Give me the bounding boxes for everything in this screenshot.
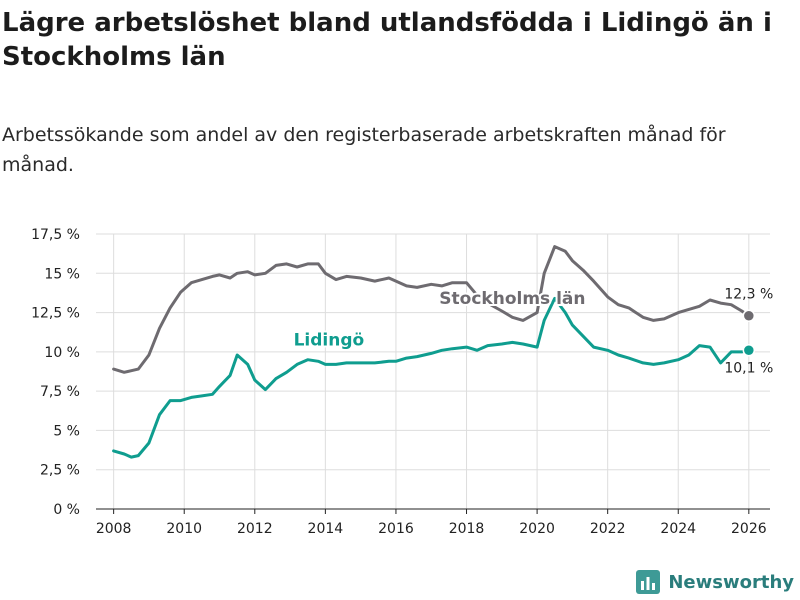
bar-chart-icon	[636, 570, 661, 594]
series-lines	[112, 245, 751, 459]
y-tick-label: 5 %	[53, 423, 80, 439]
x-tick-label: 2010	[166, 521, 202, 537]
y-tick-label: 15 %	[44, 266, 80, 282]
y-tick-label: 10 %	[44, 345, 80, 361]
y-tick-label: 0 %	[53, 502, 80, 518]
x-tick-label: 2020	[519, 521, 555, 537]
x-tick-label: 2014	[308, 521, 344, 537]
y-tick-label: 17,5 %	[31, 227, 80, 243]
end-point-lidingo	[742, 344, 756, 357]
y-tick-label: 2,5 %	[40, 463, 80, 479]
newsworthy-brand[interactable]: Newsworthy	[636, 570, 794, 594]
x-tick-label: 2026	[731, 521, 767, 537]
y-tick-label: 7,5 %	[40, 384, 80, 400]
labels: 12,3 % 10,1 % Stockholms län Lidingö	[292, 287, 774, 377]
x-tick-label: 2024	[660, 521, 696, 537]
end-label-lidingo: 10,1 %	[724, 360, 773, 376]
end-label-stockholm: 12,3 %	[724, 287, 773, 303]
x-tick-label: 2018	[449, 521, 485, 537]
gridlines	[96, 233, 770, 509]
axes: 0 % 2,5 % 5 % 7,5 % 10 % 12,5 % 15 % 17,5 % 2008…	[31, 227, 770, 537]
x-tick-label: 2008	[96, 521, 132, 537]
series-label-lidingo: Lidingö	[294, 331, 365, 351]
series-line-lidingo	[112, 296, 751, 459]
x-tick-label: 2016	[378, 521, 414, 537]
y-tick-label: 12,5 %	[31, 306, 80, 322]
end-point-stockholm	[742, 309, 756, 322]
chart-subtitle: Arbetssökande som andel av den registerb…	[2, 124, 726, 176]
series-line-stockholm	[112, 245, 751, 374]
chart-title: Lägre arbetslöshet bland utlandsfödda i …	[2, 8, 772, 72]
series-label-stockholm: Stockholms län	[439, 289, 585, 309]
brand-name: Newsworthy	[668, 571, 794, 593]
x-tick-label: 2022	[590, 521, 626, 537]
x-tick-label: 2012	[237, 521, 273, 537]
